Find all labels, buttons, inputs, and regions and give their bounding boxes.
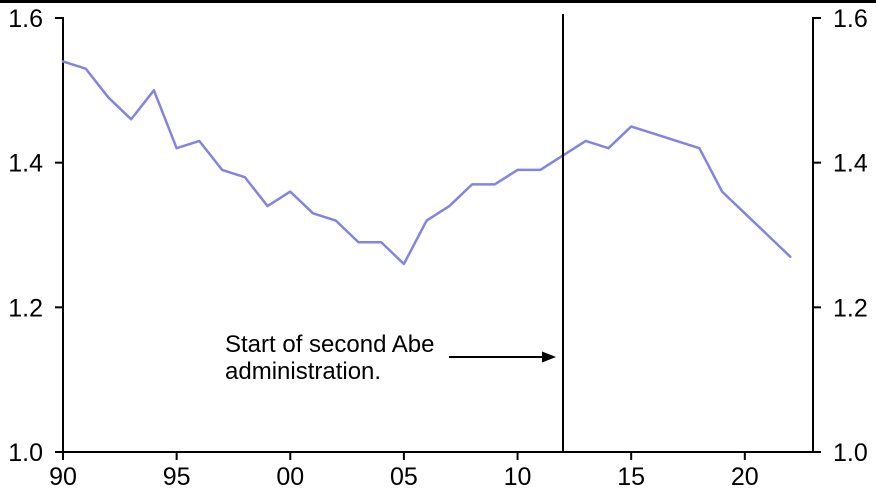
y-tick-label-right: 1.4: [833, 150, 868, 178]
annotation-arrow: [449, 351, 556, 363]
y-tick-label-right: 1.6: [833, 5, 868, 33]
x-tick-label: 95: [163, 463, 191, 491]
x-tick-label: 20: [731, 463, 759, 491]
y-tick-label-left: 1.6: [8, 5, 43, 33]
top-border: [0, 0, 876, 3]
axes-group: 1.0 1.0 1.2 1.2 1.4 1.4 1.6 1.6 90 95 00 05 10 15 20: [8, 5, 868, 491]
annotation-text: Start of second Abe administration.: [225, 331, 434, 385]
y-tick-label-left: 1.2: [8, 294, 43, 322]
data-line: [61, 60, 792, 266]
annotation-line-2: administration.: [225, 358, 382, 385]
y-tick-label-right: 1.2: [833, 294, 868, 322]
x-tick-label: 15: [617, 463, 645, 491]
x-tick-label: 90: [49, 463, 77, 491]
annotation-line-1: Start of second Abe: [225, 331, 435, 358]
x-tick-label: 05: [390, 463, 418, 491]
x-tick-label: 10: [504, 463, 532, 491]
y-tick-label-left: 1.0: [8, 439, 43, 467]
y-tick-label-left: 1.4: [8, 150, 43, 178]
y-tick-label-right: 1.0: [833, 439, 868, 467]
x-tick-label: 00: [276, 463, 304, 491]
annotation-arrowhead-icon: [542, 351, 556, 363]
